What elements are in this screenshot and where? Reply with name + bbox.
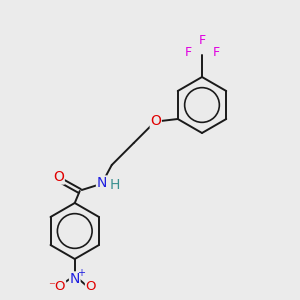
Text: O: O [150, 114, 161, 128]
Text: F: F [198, 34, 206, 47]
Text: +: + [77, 268, 85, 278]
Text: N: N [97, 176, 107, 190]
Text: F: F [184, 46, 192, 59]
Text: O: O [53, 170, 64, 184]
Text: O: O [85, 280, 96, 293]
Text: F: F [212, 46, 220, 59]
Text: H: H [110, 178, 120, 192]
Text: N: N [70, 272, 80, 286]
Text: ⁻O: ⁻O [48, 280, 65, 293]
